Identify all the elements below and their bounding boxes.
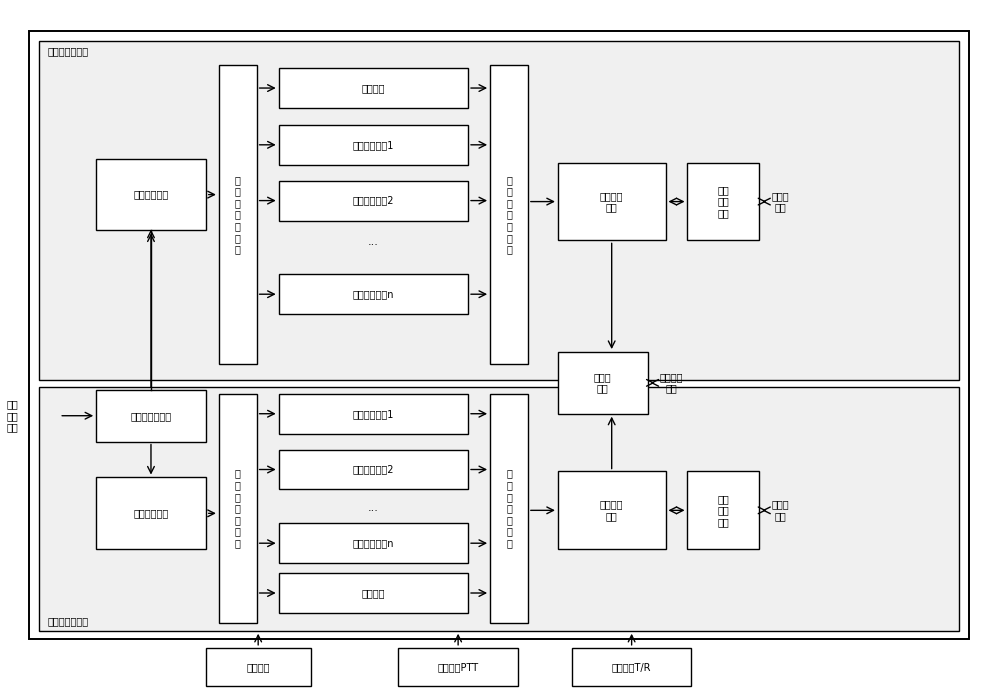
Text: 低频段处理模块: 低频段处理模块	[47, 46, 88, 56]
Bar	[687, 163, 759, 240]
Text: 定向
耦合
电路: 定向 耦合 电路	[718, 185, 729, 218]
Text: 多
选
一
射
频
开
关: 多 选 一 射 频 开 关	[506, 174, 512, 255]
Bar	[558, 471, 666, 549]
Text: 直通支路: 直通支路	[362, 83, 385, 93]
Bar	[279, 573, 468, 613]
Bar	[219, 394, 257, 623]
Bar	[572, 648, 691, 686]
Bar	[96, 390, 206, 441]
Bar	[96, 477, 206, 549]
Text: 多
选
一
射
频
开
关: 多 选 一 射 频 开 关	[235, 174, 241, 255]
Bar	[490, 65, 528, 364]
Text: 供电电路: 供电电路	[246, 662, 270, 672]
Text: 信号
输入
端口: 信号 输入 端口	[6, 399, 18, 432]
Text: 信号接收
端口: 信号接收 端口	[660, 372, 683, 394]
Bar	[279, 68, 468, 108]
Bar	[279, 523, 468, 563]
Text: ...: ...	[368, 237, 379, 248]
Text: 低通滤波支路1: 低通滤波支路1	[353, 140, 394, 149]
Text: ...: ...	[368, 503, 379, 513]
Bar	[687, 471, 759, 549]
Bar	[39, 42, 959, 380]
Bar	[279, 450, 468, 489]
Bar	[219, 65, 257, 364]
Bar	[398, 648, 518, 686]
Bar	[279, 125, 468, 165]
Bar	[206, 648, 311, 686]
Bar	[279, 181, 468, 221]
Text: 二选一
开关: 二选一 开关	[594, 372, 612, 394]
Bar	[279, 394, 468, 434]
Text: 功率放大电路: 功率放大电路	[133, 509, 169, 518]
Text: 低通滤波支路1: 低通滤波支路1	[353, 409, 394, 419]
Bar	[490, 394, 528, 623]
Text: 选择性滤波电路: 选择性滤波电路	[130, 411, 172, 421]
Bar	[279, 274, 468, 314]
Text: 多
选
一
射
频
开
关: 多 选 一 射 频 开 关	[235, 468, 241, 548]
Text: 高频段处理模块: 高频段处理模块	[47, 616, 88, 626]
Text: 收发开关
电路: 收发开关 电路	[600, 191, 623, 212]
Text: 控制端口T/R: 控制端口T/R	[612, 662, 651, 672]
Text: 低通滤波支路2: 低通滤波支路2	[353, 464, 394, 475]
Text: 低频段
天线: 低频段 天线	[771, 191, 789, 212]
Text: 高频段
天线: 高频段 天线	[771, 500, 789, 521]
Bar	[96, 158, 206, 230]
Bar	[39, 387, 959, 631]
Text: 低通滤波支路n: 低通滤波支路n	[353, 538, 394, 548]
Text: 多
选
一
射
频
开
关: 多 选 一 射 频 开 关	[506, 468, 512, 548]
Text: 收发开关
电路: 收发开关 电路	[600, 500, 623, 521]
Text: 功率放大电路: 功率放大电路	[133, 190, 169, 199]
Text: 直通支路: 直通支路	[362, 588, 385, 598]
Text: 低通滤波支路n: 低通滤波支路n	[353, 289, 394, 299]
Bar	[29, 31, 969, 639]
Bar	[558, 163, 666, 240]
Text: 低通滤波支路2: 低通滤波支路2	[353, 196, 394, 206]
Bar	[558, 352, 648, 414]
Text: 定向
耦合
电路: 定向 耦合 电路	[718, 493, 729, 527]
Text: 控制端口PTT: 控制端口PTT	[438, 662, 479, 672]
